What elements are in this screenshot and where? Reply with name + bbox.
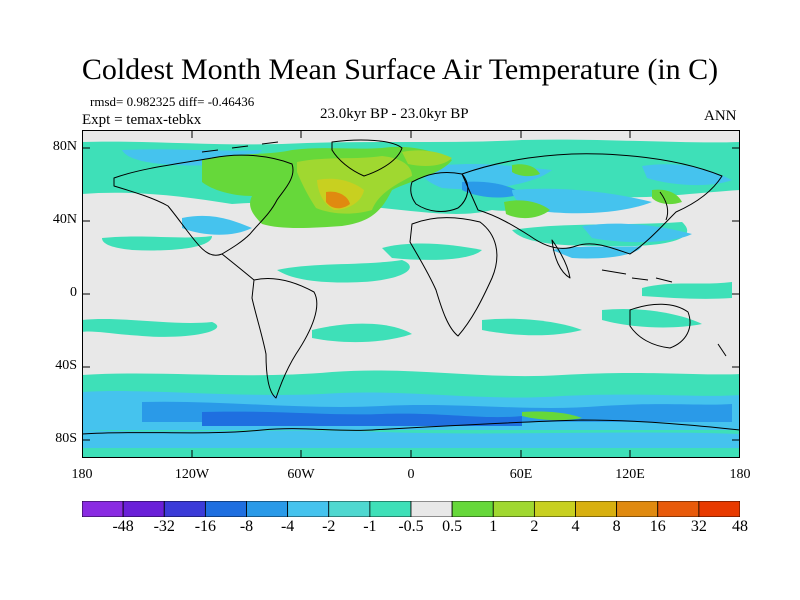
colorbar-swatch <box>492 501 535 517</box>
map-tick-marks <box>82 130 740 458</box>
lon-tick-label: 180 <box>71 467 93 482</box>
colorbar-label: -2 <box>322 518 336 535</box>
colorbar-label: 2 <box>530 518 539 535</box>
colorbar-label: -8 <box>239 518 254 535</box>
colorbar-label: -48 <box>112 518 134 535</box>
northern-anomaly <box>82 139 740 243</box>
colorbar-label: 8 <box>612 518 621 535</box>
colorbar-label: 32 <box>690 518 707 535</box>
colorbar-label: 16 <box>649 518 666 535</box>
colorbar-swatch <box>287 501 330 517</box>
colorbar-swatch <box>82 501 124 517</box>
colorbar-label: -1 <box>363 518 377 535</box>
stats-label: rmsd= 0.982325 diff= -0.46436 <box>90 94 255 109</box>
colorbar-swatch <box>328 501 371 517</box>
lat-tick-label: 40N <box>52 212 77 227</box>
lon-tick-label: 120W <box>174 467 210 482</box>
colorbar-swatch <box>122 501 165 517</box>
colorbar-swatch <box>616 501 659 517</box>
lon-tick-label: 120E <box>615 467 645 482</box>
period-label: 23.0kyr BP - 23.0kyr BP <box>320 106 469 122</box>
colorbar-swatch <box>657 501 700 517</box>
colorbar-swatch <box>246 501 289 517</box>
colorbar-label: 1 <box>489 518 498 535</box>
colorbar-label: -0.5 <box>398 518 424 535</box>
colorbar-swatch <box>163 501 206 517</box>
colorbar-label: 4 <box>571 518 580 535</box>
world-coastline-map <box>82 139 740 435</box>
lat-tick-label: 0 <box>70 285 77 300</box>
colorbar-label: -4 <box>280 518 295 535</box>
lon-tick-label: 60W <box>287 467 315 482</box>
colorbar <box>82 501 740 517</box>
colorbar-swatch <box>369 501 412 517</box>
colorbar-label: -16 <box>194 518 217 535</box>
colorbar-swatch <box>575 501 618 517</box>
colorbar-swatch <box>451 501 494 517</box>
lat-tick-label: 80S <box>55 431 77 446</box>
lon-tick-label: 0 <box>407 467 415 482</box>
colorbar-label: -32 <box>153 518 175 535</box>
chart-title: Coldest Month Mean Surface Air Temperatu… <box>81 53 719 86</box>
temperature-difference-map <box>82 130 740 458</box>
colorbar-swatch <box>410 501 453 517</box>
lon-tick-label: 60E <box>509 467 533 482</box>
colorbar-swatch <box>204 501 247 517</box>
lat-tick-label: 40S <box>55 358 77 373</box>
lon-tick-label: 180 <box>729 467 751 482</box>
lat-tick-label: 80N <box>52 139 77 154</box>
colorbar-swatch <box>698 501 740 517</box>
colorbar-label: 48 <box>732 518 748 535</box>
experiment-label: Expt = temax-tebkx <box>82 112 202 128</box>
season-label: ANN <box>704 108 737 124</box>
colorbar-swatch <box>533 501 576 517</box>
colorbar-label: 0.5 <box>442 518 463 535</box>
